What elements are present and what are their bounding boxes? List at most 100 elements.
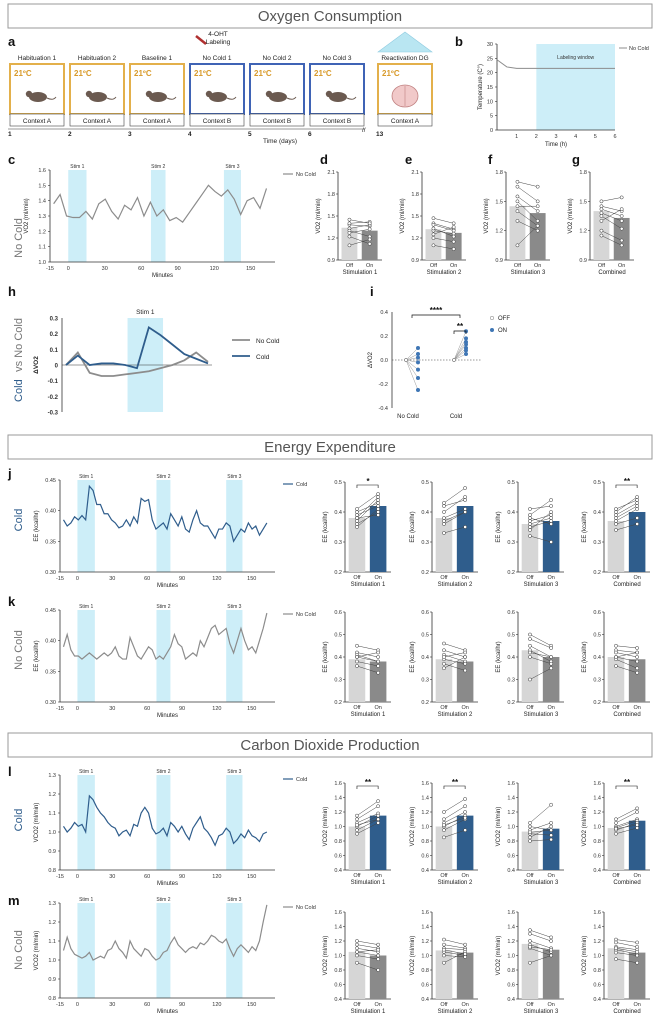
bar-ytick-label: 1.6	[334, 910, 342, 916]
stim-label: Stim 3	[227, 604, 241, 610]
pair-line	[356, 940, 379, 945]
pair-line	[615, 645, 638, 649]
i-on-point	[416, 376, 420, 380]
bar-ytick-label: 0.8	[507, 968, 515, 974]
bar-off	[607, 521, 625, 572]
bar-on-label: On	[633, 873, 640, 879]
b-ytick-label: 30	[487, 42, 493, 48]
bar-ylabel: VO2 (ml/min)	[484, 198, 490, 233]
pair-point-off	[442, 953, 446, 958]
ylabel: VCO2 (ml/min)	[34, 931, 40, 971]
bar-chart-e: 0.9 1.2 1.5 1.8 2.1 VO2 (ml/min) Off OnStimulat…	[400, 170, 466, 276]
pair-line	[529, 933, 552, 942]
bar-chart-k_bars-0: 0.2 0.3 0.4 0.5 0.6 EE (kcal/hr) Off OnStimulat…	[323, 610, 391, 718]
bar-ytick-label: 0.8	[334, 968, 342, 974]
pair-point-on	[635, 810, 639, 814]
mouse-icon	[29, 92, 47, 102]
pair-point-off	[355, 655, 359, 659]
reactivation-icon	[377, 31, 433, 53]
ytick-label: 1.0	[48, 830, 56, 836]
bar-ytick-label: 0.2	[593, 700, 601, 706]
section-title-co2: Carbon Dioxide Production	[240, 737, 419, 754]
bar-ytick-label: 0.4	[593, 997, 601, 1003]
h-ytick-label: 0	[55, 364, 59, 370]
xtick-label: 30	[109, 576, 115, 582]
pair-point-off	[599, 207, 604, 212]
sig-stars: **	[452, 778, 459, 787]
pair-point-on	[463, 828, 467, 832]
bar-off-label: Off	[353, 873, 361, 879]
pair-point-off	[614, 826, 618, 831]
ytick-label: 0.35	[45, 539, 56, 545]
bar-on	[628, 512, 646, 572]
mouse-icon	[329, 92, 347, 102]
i-ytick-label: 0.4	[380, 310, 388, 316]
day-number: 6	[308, 131, 312, 138]
bar-ytick-label: 1.2	[593, 939, 601, 945]
side-label-h-cold: Cold	[13, 379, 25, 402]
bar-ytick-label: 0.3	[421, 678, 429, 684]
pair-line	[529, 826, 552, 831]
pair-point-off	[528, 655, 532, 659]
i-ytick-label: 0.2	[380, 334, 388, 340]
pair-line	[443, 656, 466, 669]
pair-line	[433, 230, 454, 234]
bar-ytick-label: 0.6	[421, 610, 429, 616]
bar-ytick-label: 1.0	[334, 954, 342, 960]
panel-letter-h: h	[8, 284, 16, 299]
pair-point-off	[614, 940, 618, 945]
h-ylabel: ΔVO2	[33, 356, 40, 374]
pair-line	[529, 946, 552, 950]
pair-point-off	[528, 522, 532, 526]
xtick-label: 30	[109, 1002, 115, 1008]
pair-point-on	[549, 516, 553, 520]
pair-point-off	[528, 960, 532, 965]
pair-line	[529, 948, 552, 956]
pair-point-on	[463, 498, 467, 502]
stage-temp: 21ºC	[194, 69, 212, 78]
pair-point-on	[463, 525, 467, 529]
pair-point-on	[376, 799, 380, 803]
stage-box	[249, 63, 305, 115]
pair-line	[433, 228, 454, 237]
pair-line	[517, 225, 538, 246]
pair-line	[349, 221, 370, 224]
pair-point-on	[549, 824, 553, 829]
bar-off	[348, 951, 366, 999]
bar-off	[348, 826, 366, 870]
panel-letter-j: j	[7, 466, 12, 481]
time-axis-label: Time (days)	[263, 138, 297, 145]
bar-on	[456, 506, 474, 572]
pair-point-on	[549, 833, 553, 838]
bar-on-label: On	[374, 705, 381, 711]
pair-point-off	[442, 655, 446, 659]
pair-point-off	[355, 950, 359, 954]
bar-off	[521, 831, 539, 870]
pair-point-off	[528, 519, 532, 523]
pair-line	[349, 230, 370, 237]
bar-xlabel: Stimulation 3	[524, 1009, 559, 1015]
pair-point-off	[355, 813, 359, 818]
xtick-label: 0	[76, 874, 79, 880]
pair-point-off	[442, 835, 446, 840]
pair-point-off	[614, 664, 618, 668]
bar-ytick-label: 0.9	[495, 258, 503, 264]
legend-label: No Cold	[296, 612, 316, 618]
stim-shade	[77, 903, 95, 998]
pair-point-off	[442, 519, 446, 523]
pair-point-on	[549, 661, 553, 666]
bar-ytick-label: 0.5	[334, 480, 342, 486]
bar-off-label: Off	[440, 705, 448, 711]
series-line	[62, 612, 268, 661]
pair-point-on	[376, 513, 380, 517]
bar-ytick-label: 0.4	[593, 868, 601, 874]
bar-ytick-label: 1.2	[593, 810, 601, 816]
bar-xlabel: Stimulation 1	[351, 880, 386, 886]
stim-label: Stim 1	[79, 604, 93, 610]
pair-point-off	[515, 194, 520, 199]
pair-point-off	[442, 960, 446, 965]
bar-ytick-label: 0.4	[334, 868, 342, 874]
bar-on-label: On	[618, 263, 625, 269]
context-box	[9, 113, 65, 127]
